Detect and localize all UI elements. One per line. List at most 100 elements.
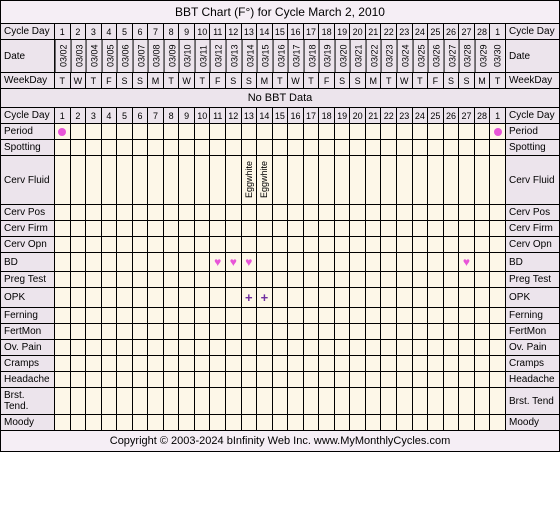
- row-label-left: Ferning: [1, 308, 55, 323]
- day-cell: [164, 356, 180, 371]
- day-cell: [397, 140, 413, 155]
- row-label-right: Period: [505, 124, 559, 139]
- day-cell: [242, 124, 258, 139]
- day-cell: 21: [366, 108, 382, 123]
- day-cells: ♥♥♥♥: [55, 253, 505, 271]
- day-cell: [319, 415, 335, 430]
- day-cell: 20: [350, 108, 366, 123]
- row-label-right: Headache: [505, 372, 559, 387]
- day-cell: [195, 340, 211, 355]
- day-cell: [475, 253, 491, 271]
- row-label-left: Preg Test: [1, 272, 55, 287]
- day-cell: [428, 308, 444, 323]
- day-cell: 24: [413, 108, 429, 123]
- day-cell: [133, 372, 149, 387]
- day-cell: [179, 205, 195, 220]
- day-cell: [381, 253, 397, 271]
- day-cells: [55, 205, 505, 220]
- day-cell: [86, 156, 102, 204]
- day-cell: [335, 356, 351, 371]
- day-cell: [413, 372, 429, 387]
- day-cell: [86, 324, 102, 339]
- day-cell: [397, 324, 413, 339]
- day-cell: [288, 124, 304, 139]
- day-cell: [102, 253, 118, 271]
- day-cell: [319, 308, 335, 323]
- day-cell: [350, 140, 366, 155]
- day-cell: [226, 221, 242, 236]
- day-cell: 03/11: [195, 40, 211, 72]
- day-cell: T: [490, 73, 505, 88]
- day-cells: [55, 272, 505, 287]
- day-cell: [71, 221, 87, 236]
- day-cell: [179, 288, 195, 307]
- day-cell: ♥: [242, 253, 258, 271]
- heart-icon: ♥: [245, 255, 252, 269]
- day-cell: [242, 237, 258, 252]
- day-cells: [55, 124, 505, 139]
- day-cell: [179, 140, 195, 155]
- day-cell: [102, 356, 118, 371]
- day-cell: [319, 205, 335, 220]
- day-cell: 03/27: [444, 40, 460, 72]
- day-cell: [55, 356, 71, 371]
- day-cell: [226, 156, 242, 204]
- day-cell: [413, 340, 429, 355]
- day-cell: [381, 324, 397, 339]
- day-cell: [102, 237, 118, 252]
- day-cell: [117, 221, 133, 236]
- day-cell: [304, 356, 320, 371]
- day-cell: [366, 205, 382, 220]
- day-cell: [335, 288, 351, 307]
- row-label-right: FertMon: [505, 324, 559, 339]
- day-cell: 03/02: [55, 40, 71, 72]
- row-label-left: Cerv Pos: [1, 205, 55, 220]
- day-cell: [179, 415, 195, 430]
- day-cell: [133, 221, 149, 236]
- day-cell: [117, 140, 133, 155]
- day-cell: [475, 372, 491, 387]
- day-cell: [210, 308, 226, 323]
- day-cell: [397, 308, 413, 323]
- day-cell: [133, 415, 149, 430]
- row-label-left: Period: [1, 124, 55, 139]
- cycle-day-section: Cycle Day1234567891011121314151617181920…: [1, 108, 559, 124]
- plus-icon: +: [261, 290, 269, 305]
- day-cell: [428, 205, 444, 220]
- day-cell: [148, 324, 164, 339]
- day-cell: [226, 288, 242, 307]
- day-cell: 23: [397, 108, 413, 123]
- day-cell: [475, 308, 491, 323]
- day-cell: [366, 140, 382, 155]
- day-cell: [148, 340, 164, 355]
- day-cell: [444, 140, 460, 155]
- row-label-right: Cerv Pos: [505, 205, 559, 220]
- day-cell: [257, 237, 273, 252]
- day-cell: [413, 356, 429, 371]
- day-cell: [71, 288, 87, 307]
- day-cell: [179, 308, 195, 323]
- day-cells: [55, 324, 505, 339]
- day-cell: [210, 372, 226, 387]
- day-cell: [397, 340, 413, 355]
- day-cell: [335, 124, 351, 139]
- day-cells: [55, 356, 505, 371]
- day-cell: [444, 356, 460, 371]
- day-cell: [459, 272, 475, 287]
- day-cell: W: [397, 73, 413, 88]
- day-cell: [273, 340, 289, 355]
- day-cell: [490, 156, 505, 204]
- day-cell: [459, 205, 475, 220]
- day-cell: M: [148, 73, 164, 88]
- day-cell: 13: [242, 24, 258, 39]
- row-label-left: WeekDay: [1, 73, 55, 88]
- day-cell: ♥: [210, 253, 226, 271]
- day-cell: T: [195, 73, 211, 88]
- row-label-left: Cerv Fluid: [1, 156, 55, 204]
- day-cell: 03/25: [413, 40, 429, 72]
- day-cell: [397, 388, 413, 414]
- day-cell: [475, 388, 491, 414]
- day-cell: [366, 415, 382, 430]
- heart-icon: ♥: [230, 255, 237, 269]
- day-cell: [304, 415, 320, 430]
